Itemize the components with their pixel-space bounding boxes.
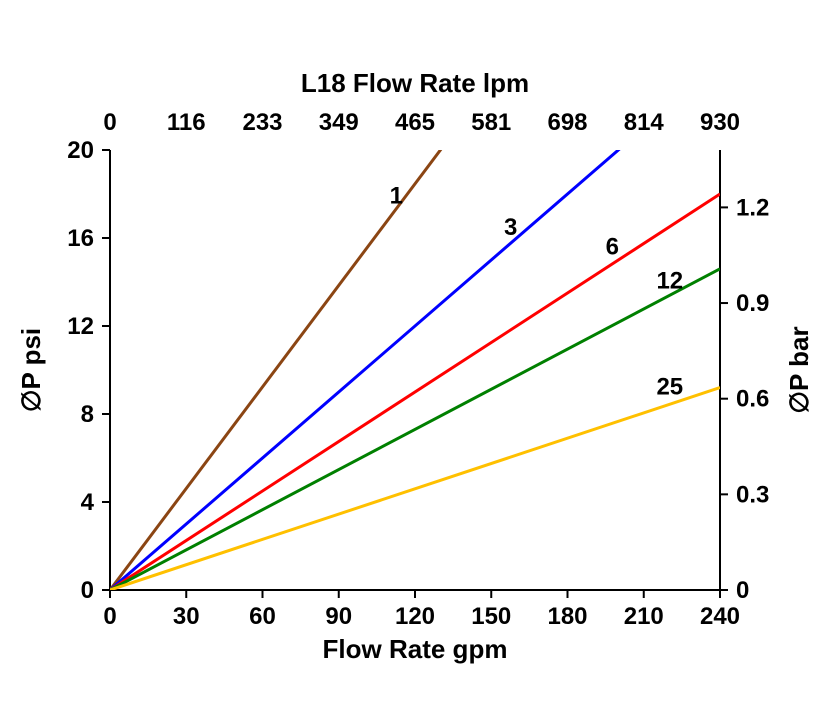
x-top-tick-label: 0 <box>103 109 116 136</box>
series-label: 1 <box>390 183 403 210</box>
x-top-tick-label: 581 <box>471 109 511 136</box>
x-bottom-tick-label: 180 <box>547 603 587 630</box>
x-top-tick-label: 698 <box>547 109 587 136</box>
y-left-tick-label: 20 <box>67 137 94 164</box>
y-left-tick-label: 8 <box>81 401 94 428</box>
x-bottom-tick-label: 210 <box>624 603 664 630</box>
x-bottom-tick-label: 30 <box>173 603 200 630</box>
y-left-tick-label: 16 <box>67 225 94 252</box>
series-label: 6 <box>606 233 619 260</box>
y-right-tick-label: 0.3 <box>736 481 769 508</box>
x-top-tick-label: 233 <box>242 109 282 136</box>
y-right-tick-label: 0.9 <box>736 290 769 317</box>
x-bottom-tick-label: 120 <box>395 603 435 630</box>
x-top-tick-label: 930 <box>700 109 740 136</box>
x-bottom-title: Flow Rate gpm <box>323 634 508 664</box>
x-top-tick-label: 349 <box>319 109 359 136</box>
series-label: 25 <box>656 374 683 401</box>
chart-svg: 0306090120150180210240Flow Rate gpm01162… <box>0 0 836 702</box>
x-bottom-tick-label: 0 <box>103 603 116 630</box>
x-top-title: L18 Flow Rate lpm <box>301 68 529 98</box>
x-top-tick-label: 814 <box>624 109 665 136</box>
x-top-tick-label: 465 <box>395 109 435 136</box>
x-bottom-tick-label: 60 <box>249 603 276 630</box>
x-bottom-tick-label: 90 <box>325 603 352 630</box>
y-left-title: ∅P psi <box>16 328 46 412</box>
x-bottom-tick-label: 240 <box>700 603 740 630</box>
y-right-tick-label: 0.6 <box>736 386 769 413</box>
y-left-tick-label: 0 <box>81 577 94 604</box>
y-left-tick-label: 12 <box>67 313 94 340</box>
series-label: 12 <box>656 267 683 294</box>
x-top-tick-label: 116 <box>167 109 206 136</box>
y-right-tick-label: 0 <box>736 577 749 604</box>
y-right-tick-label: 1.2 <box>736 194 769 221</box>
chart-container: 0306090120150180210240Flow Rate gpm01162… <box>0 0 836 702</box>
x-bottom-tick-label: 150 <box>471 603 511 630</box>
series-label: 3 <box>504 214 517 241</box>
y-left-tick-label: 4 <box>81 489 95 516</box>
y-right-title: ∅P bar <box>784 326 814 413</box>
